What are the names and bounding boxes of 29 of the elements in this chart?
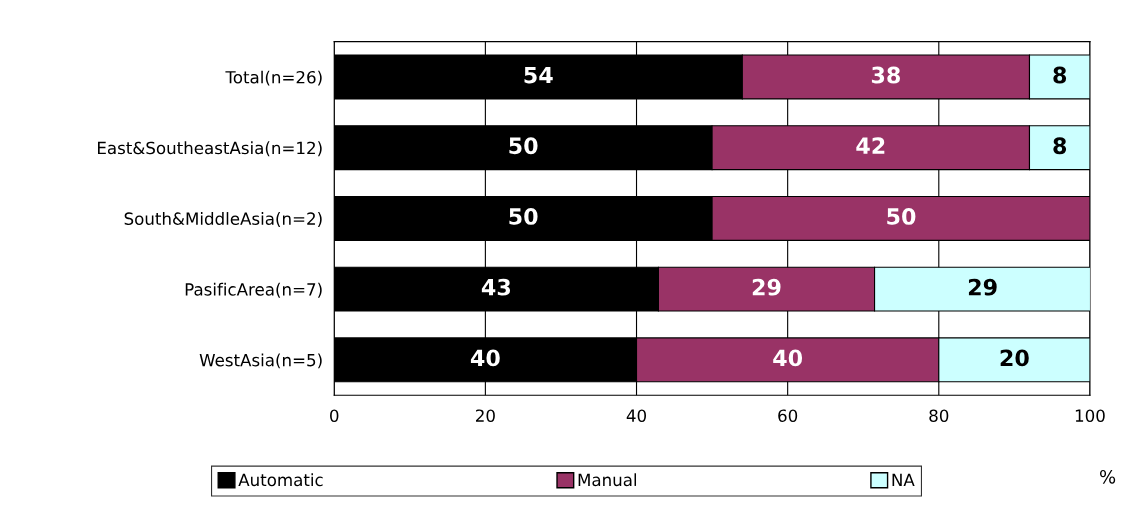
- x-tick-label: 80: [929, 409, 949, 422]
- x-tick-label: 100: [1075, 409, 1105, 422]
- data-label: 40: [470, 349, 500, 367]
- data-label: 20: [1000, 349, 1029, 367]
- y-tick-label: PasificArea(n=7): [185, 282, 322, 298]
- data-label: 8: [1053, 137, 1067, 155]
- data-label: 40: [773, 349, 803, 367]
- data-label: 50: [887, 208, 916, 225]
- legend-label: NA: [892, 473, 915, 486]
- legend-label: Automatic: [238, 473, 323, 487]
- y-tick-label: South&MiddleAsia(n=2): [124, 212, 322, 227]
- x-tick-label: 20: [475, 409, 495, 422]
- y-tick-label: WestAsia(n=5): [199, 353, 322, 369]
- data-label: 8: [1053, 66, 1067, 84]
- y-tick-label: East&SoutheastAsia(n=12): [98, 141, 322, 157]
- data-label: 50: [509, 137, 538, 155]
- data-label: 42: [856, 137, 885, 154]
- data-label: 29: [752, 278, 781, 296]
- legend-label: Manual: [578, 473, 637, 487]
- text: %: [1100, 469, 1116, 484]
- data-label: 43: [481, 278, 511, 296]
- y-tick-label: Total(n=26): [225, 70, 322, 86]
- x-tick-label: 60: [778, 409, 798, 422]
- x-tick-label: 40: [626, 409, 647, 422]
- data-label: 38: [871, 66, 900, 84]
- x-tick-label: 0: [330, 409, 339, 422]
- data-label: 50: [509, 208, 538, 225]
- data-label: 29: [968, 278, 997, 296]
- data-label: 54: [524, 66, 553, 84]
